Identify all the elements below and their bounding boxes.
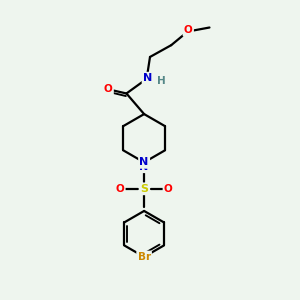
Text: H: H xyxy=(158,76,166,85)
Text: N: N xyxy=(140,162,149,172)
Text: O: O xyxy=(184,26,193,35)
Text: O: O xyxy=(116,184,124,194)
Text: S: S xyxy=(140,184,148,194)
Text: Br: Br xyxy=(137,252,151,262)
Text: O: O xyxy=(104,84,112,94)
Text: O: O xyxy=(164,184,172,194)
Text: N: N xyxy=(143,73,152,83)
Text: N: N xyxy=(140,158,149,167)
